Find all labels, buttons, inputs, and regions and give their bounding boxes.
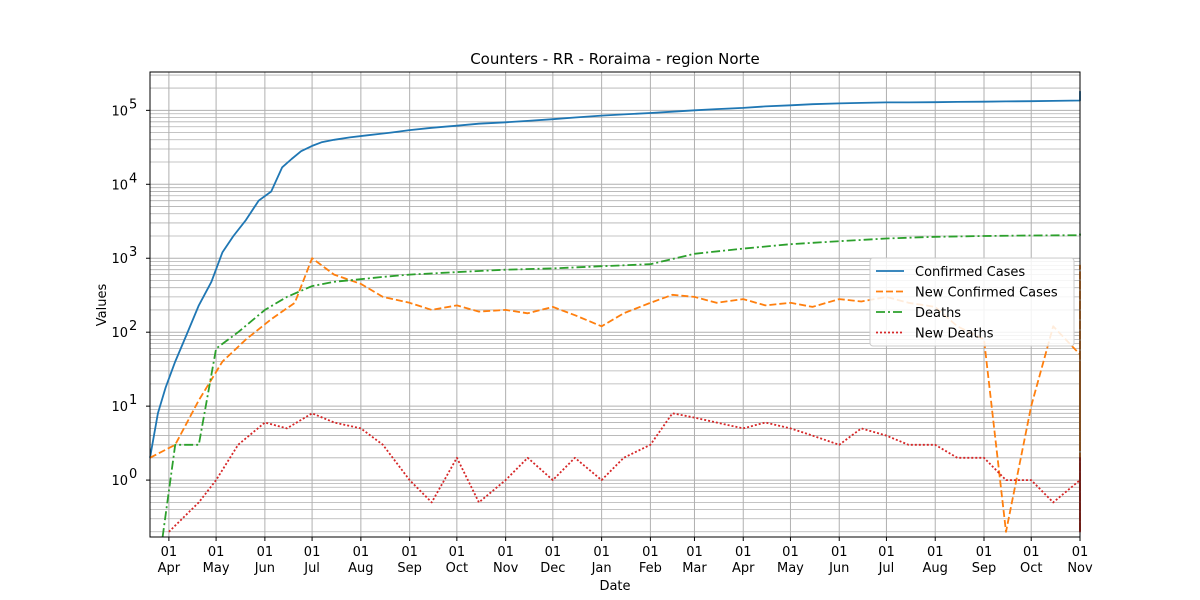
x-tick-day: 01 [545,545,562,560]
x-tick-day: 01 [1072,545,1089,560]
x-tick-label: 01 Nov [493,545,519,576]
x-tick-label: 01 May [203,545,230,576]
x-tick-label: 01 Dec [540,545,565,576]
legend-label: Confirmed Cases [915,265,1025,280]
x-tick-label: 01 Sep [972,545,997,576]
x-tick-label: 01 Feb [639,545,662,576]
y-tick-label: 10 [111,326,128,341]
x-tick-day: 01 [735,545,752,560]
x-tick-month: Nov [493,561,519,576]
x-tick-day: 01 [304,545,321,560]
x-tick-day: 01 [831,545,848,560]
y-tick-exponent: 3 [129,245,137,260]
x-tick-label: 01 Oct [446,545,468,576]
legend-label: Deaths [915,306,961,321]
x-tick-label: 01 Apr [732,545,755,576]
x-tick-month: Nov [1067,561,1093,576]
x-tick-label: 01 Mar [682,545,707,576]
x-tick-day: 01 [927,545,944,560]
x-tick-month: Jul [303,561,320,576]
x-tick-day: 01 [401,545,418,560]
x-tick-month: Jun [828,561,849,576]
x-tick-month: Jun [254,561,275,576]
legend: Confirmed Cases New Confirmed Cases Deaths… [869,257,1075,347]
x-tick-day: 01 [449,545,466,560]
x-tick-label: 01 May [777,545,804,576]
y-tick-label: 10 [111,474,128,489]
y-tick-label: 10 [111,178,128,193]
x-tick-label: 01 Jul [303,545,320,576]
x-tick-month: Jul [878,561,895,576]
x-tick-month: Feb [639,561,662,576]
x-tick-day: 01 [257,545,274,560]
x-tick-month: Apr [158,561,181,576]
x-tick-month: Aug [923,561,948,576]
y-tick-exponent: 0 [129,467,137,482]
x-tick-label: 01 Jan [591,545,612,576]
x-tick-month: Aug [348,561,373,576]
chart-title: Counters - RR - Roraima - region Norte [470,50,760,68]
x-tick-day: 01 [208,545,225,560]
y-tick-label: 10 [111,104,128,119]
y-tick-exponent: 1 [129,393,137,408]
x-axis-label: Date [599,579,630,594]
x-tick-label: 01 Oct [1020,545,1042,576]
legend-box [869,257,1075,347]
x-tick-label: 01 Jun [828,545,849,576]
x-tick-day: 01 [976,545,993,560]
x-tick-day: 01 [497,545,514,560]
x-tick-month: May [777,561,804,576]
x-tick-day: 01 [1023,545,1040,560]
x-tick-day: 01 [686,545,703,560]
plot-frame [149,71,1081,538]
x-tick-day: 01 [593,545,610,560]
x-tick-label: 01 Sep [397,545,422,576]
x-tick-label: 01 Apr [158,545,181,576]
y-axis-label: Values [95,284,110,327]
legend-label: New Deaths [915,327,994,342]
x-tick-day: 01 [782,545,799,560]
y-tick-exponent: 4 [129,171,137,186]
x-tick-day: 01 [353,545,370,560]
y-tick-label: 10 [111,400,128,415]
y-tick-label: 10 [111,252,128,267]
legend-label: New Confirmed Cases [915,286,1058,301]
x-tick-month: Sep [972,561,997,576]
x-tick-month: May [203,561,230,576]
x-tick-day: 01 [878,545,895,560]
x-tick-label: 01 Aug [923,545,948,576]
x-tick-label: 01 Aug [348,545,373,576]
x-tick-month: Oct [1020,561,1042,576]
x-tick-day: 01 [161,545,178,560]
x-tick-label: 01 Nov [1067,545,1093,576]
x-tick-day: 01 [642,545,659,560]
x-tick-month: Oct [446,561,468,576]
y-tick-exponent: 5 [129,97,137,112]
x-tick-month: Mar [682,561,707,576]
x-tick-label: 01 Jun [254,545,275,576]
x-tick-label: 01 Jul [878,545,895,576]
x-tick-month: Apr [732,561,755,576]
x-tick-month: Jan [591,561,612,576]
x-tick-month: Sep [397,561,422,576]
y-tick-exponent: 2 [129,319,137,334]
x-tick-month: Dec [540,561,565,576]
